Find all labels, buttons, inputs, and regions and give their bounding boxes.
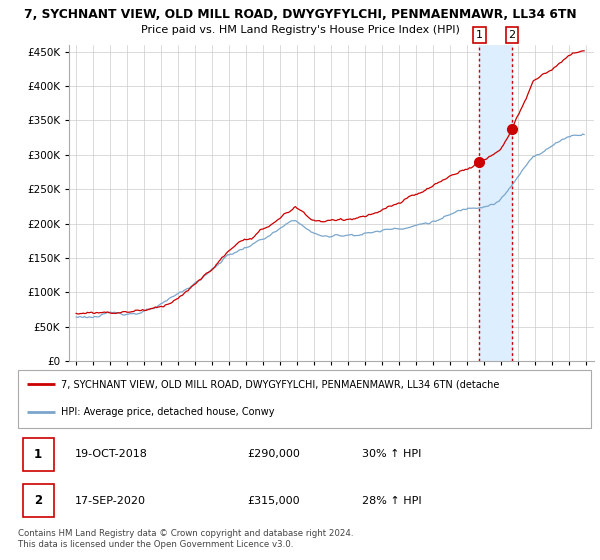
- Text: 7, SYCHNANT VIEW, OLD MILL ROAD, DWYGYFYLCHI, PENMAENMAWR, LL34 6TN: 7, SYCHNANT VIEW, OLD MILL ROAD, DWYGYFY…: [23, 8, 577, 21]
- Text: 28% ↑ HPI: 28% ↑ HPI: [362, 496, 421, 506]
- Text: Contains HM Land Registry data © Crown copyright and database right 2024.
This d: Contains HM Land Registry data © Crown c…: [18, 529, 353, 549]
- Bar: [479, 45, 512, 361]
- Text: 2: 2: [508, 30, 515, 40]
- Text: 7, SYCHNANT VIEW, OLD MILL ROAD, DWYGYFYLCHI, PENMAENMAWR, LL34 6TN (detache: 7, SYCHNANT VIEW, OLD MILL ROAD, DWYGYFY…: [61, 379, 499, 389]
- Text: 17-SEP-2020: 17-SEP-2020: [76, 496, 146, 506]
- Text: 1: 1: [476, 30, 483, 40]
- Text: 19-OCT-2018: 19-OCT-2018: [76, 449, 148, 459]
- Text: Price paid vs. HM Land Registry's House Price Index (HPI): Price paid vs. HM Land Registry's House …: [140, 25, 460, 35]
- Text: 30% ↑ HPI: 30% ↑ HPI: [362, 449, 421, 459]
- Text: 1: 1: [34, 448, 42, 461]
- Text: HPI: Average price, detached house, Conwy: HPI: Average price, detached house, Conw…: [61, 407, 274, 417]
- Text: £315,000: £315,000: [247, 496, 300, 506]
- Bar: [23, 438, 54, 471]
- Text: 2: 2: [34, 494, 42, 507]
- Bar: [23, 484, 54, 517]
- Text: £290,000: £290,000: [247, 449, 300, 459]
